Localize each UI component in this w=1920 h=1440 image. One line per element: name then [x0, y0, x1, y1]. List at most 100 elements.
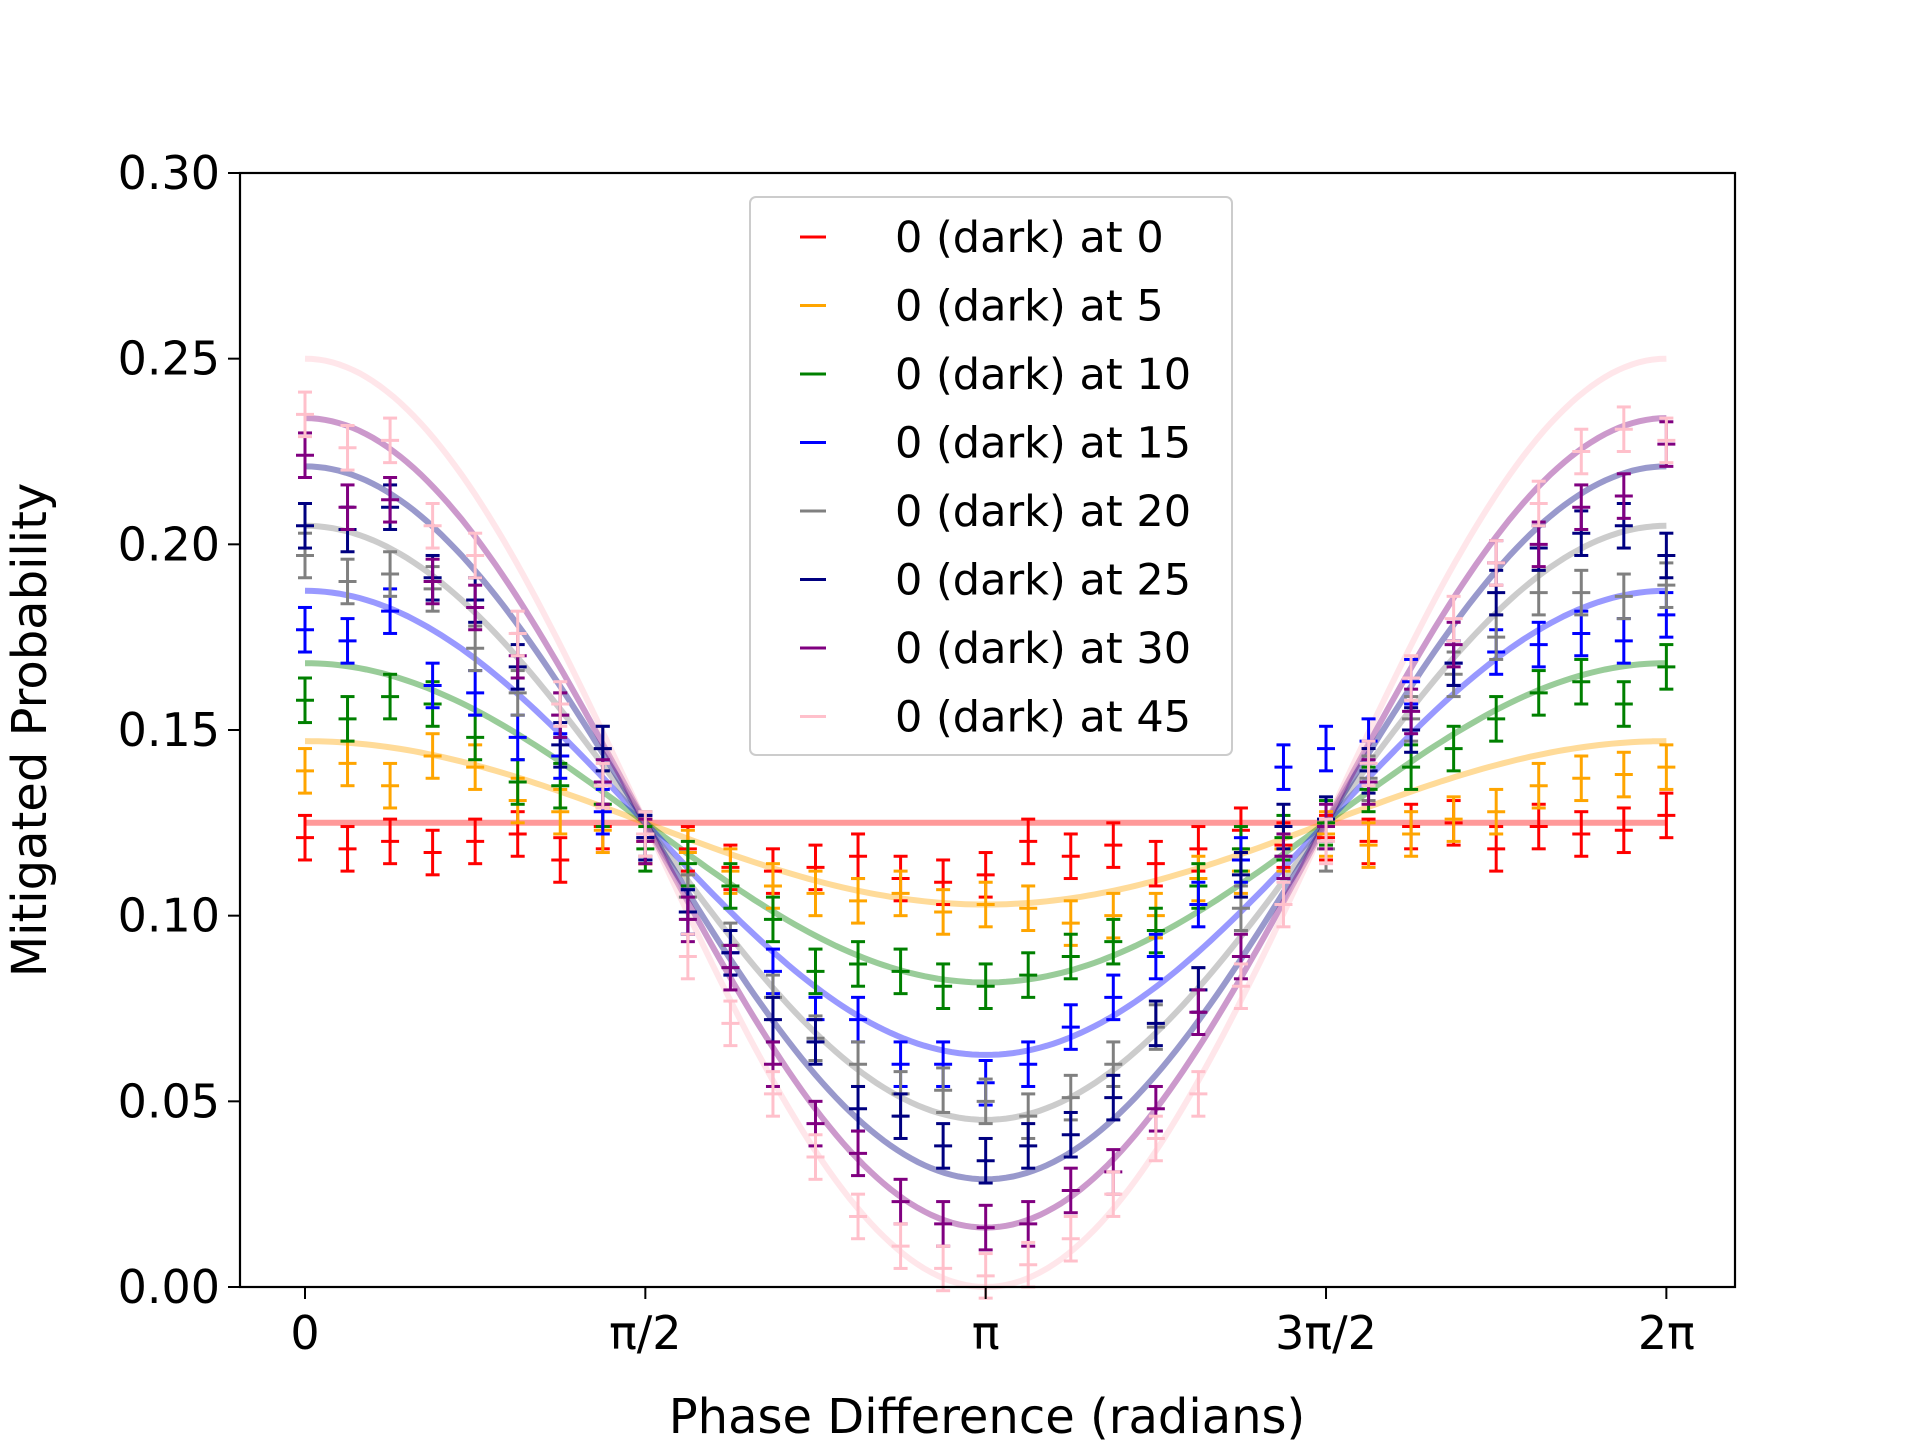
data-point [1104, 821, 1123, 869]
data-point [338, 483, 357, 531]
data-point [423, 828, 442, 877]
data-point [849, 832, 868, 881]
data-point [1274, 832, 1293, 881]
data-point [381, 672, 400, 721]
legend-label: 0 (dark) at 10 [895, 350, 1191, 400]
x-axis: 0 π/2 π 3π/2 2π [290, 1287, 1695, 1360]
x-axis-label: Phase Difference (radians) [669, 1389, 1306, 1440]
data-point [721, 943, 740, 992]
legend-label: 0 (dark) at 45 [895, 693, 1191, 743]
data-point [1657, 791, 1676, 840]
data-point [976, 880, 995, 929]
data-point [934, 962, 953, 1010]
data-point [1189, 880, 1208, 929]
data-point [1657, 643, 1676, 691]
data-point [423, 557, 442, 606]
data-point [296, 676, 314, 725]
data-point [551, 836, 570, 884]
data-point [296, 605, 314, 654]
y-tick-label: 0.05 [118, 1074, 220, 1128]
data-point [934, 1200, 953, 1248]
data-point [1614, 680, 1633, 728]
data-point [1146, 999, 1165, 1048]
data-point [636, 810, 655, 858]
data-point [891, 1092, 910, 1140]
data-point [849, 1040, 868, 1088]
data-point [338, 695, 357, 743]
y-tick-label: 0.00 [118, 1260, 220, 1314]
data-point [678, 932, 697, 981]
data-point [849, 1129, 868, 1178]
data-point [1444, 724, 1463, 773]
data-point [1146, 1114, 1165, 1163]
data-point [1189, 988, 1208, 1036]
data-point [296, 747, 314, 795]
data-point [1529, 669, 1548, 717]
legend-label: 0 (dark) at 25 [895, 556, 1191, 606]
data-point [721, 862, 740, 910]
data-point [551, 680, 570, 728]
data-point [466, 713, 485, 762]
data-point [1614, 572, 1633, 621]
data-point [1317, 724, 1336, 773]
data-point [891, 947, 910, 996]
data-point [1402, 810, 1421, 858]
x-tick-label: 0 [290, 1306, 319, 1360]
y-axis: 0.00 0.05 0.10 0.15 0.20 0.25 0.30 [118, 146, 240, 1314]
y-tick-label: 0.20 [118, 517, 220, 571]
data-point [1061, 932, 1080, 981]
legend-label: 0 (dark) at 0 [895, 213, 1164, 263]
data-point [849, 995, 868, 1044]
data-point [1572, 483, 1591, 531]
data-point [806, 869, 825, 918]
data-points [296, 390, 1676, 1300]
data-point [338, 557, 357, 606]
data-point [593, 761, 612, 810]
data-point [296, 431, 314, 479]
data-point [1614, 472, 1633, 520]
data-point [508, 713, 527, 762]
data-point [1572, 568, 1591, 617]
data-point [1061, 1110, 1080, 1159]
data-point [934, 888, 953, 936]
x-tick-label: 2π [1638, 1306, 1695, 1360]
data-point [891, 869, 910, 918]
data-point [508, 609, 527, 658]
data-point [1274, 880, 1293, 929]
data-point [934, 1066, 953, 1114]
legend: 0 (dark) at 0 0 (dark) at 5 0 (dark) at 10… [749, 196, 1233, 756]
data-point [1529, 761, 1548, 810]
x-tick-label: π/2 [609, 1306, 681, 1360]
fit-curve [304, 587, 1667, 1058]
data-point [466, 583, 485, 632]
data-point [1061, 1166, 1080, 1215]
data-point [1189, 1070, 1208, 1118]
data-point [1317, 817, 1336, 866]
data-point [296, 813, 314, 862]
data-point [1359, 739, 1378, 788]
x-tick-label: 3π/2 [1275, 1306, 1377, 1360]
y-tick-label: 0.25 [118, 332, 220, 386]
data-point [1614, 750, 1633, 799]
data-point [721, 999, 740, 1048]
data-point [296, 501, 314, 550]
legend-label: 0 (dark) at 20 [895, 487, 1191, 537]
data-point [1529, 520, 1548, 569]
x-tick-label: π [972, 1306, 1000, 1360]
legend-label: 0 (dark) at 30 [895, 624, 1191, 674]
data-point [338, 617, 357, 665]
data-point [849, 940, 868, 988]
data-point [1529, 479, 1548, 528]
data-point [381, 817, 400, 866]
data-point [763, 895, 782, 944]
data-point [1529, 620, 1548, 669]
data-point [1444, 795, 1463, 843]
data-point [1274, 743, 1293, 791]
data-point [1019, 1200, 1038, 1248]
data-point [1019, 951, 1038, 999]
data-point [1104, 973, 1123, 1022]
data-point [1614, 806, 1633, 855]
y-axis-label: Mitigated Probability [2, 483, 58, 978]
data-point [508, 758, 527, 806]
